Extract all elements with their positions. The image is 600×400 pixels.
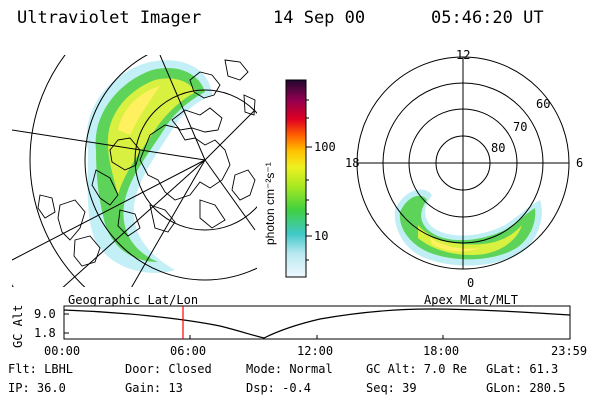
altitude-plot bbox=[63, 305, 571, 340]
info-gain: Gain: 13 bbox=[125, 381, 183, 395]
colorbar-unit-label: photon cm⁻²s⁻¹ bbox=[263, 162, 277, 245]
polar-aurora-peak bbox=[430, 238, 480, 252]
altitude-xtick-1200: 12:00 bbox=[297, 344, 334, 358]
altitude-ytick-1: 1.8 bbox=[34, 326, 56, 340]
altitude-curve bbox=[63, 308, 571, 339]
colorbar-ticks bbox=[306, 99, 312, 261]
altitude-ylabel: GC Alt bbox=[11, 304, 25, 348]
polar-plot bbox=[356, 56, 570, 270]
polar-panel-label: Apex MLat/MLT bbox=[424, 293, 518, 307]
altitude-ytick-9: 9.0 bbox=[34, 307, 56, 321]
info-glat: GLat: 61.3 bbox=[486, 362, 559, 376]
altitude-yticks bbox=[64, 313, 69, 334]
info-dsp: Dsp: -0.4 bbox=[246, 381, 312, 395]
geo-graticule bbox=[12, 55, 257, 287]
colorbar-tick-10: 10 bbox=[314, 229, 329, 243]
geo-panel-label: Geographic Lat/Lon bbox=[68, 293, 199, 307]
info-door: Door: Closed bbox=[125, 362, 212, 376]
mlt-label-6: 6 bbox=[576, 156, 584, 170]
altitude-xtick-2359: 23:59 bbox=[551, 344, 588, 358]
polar-grid bbox=[356, 56, 570, 270]
date-label: 14 Sep 00 bbox=[273, 8, 366, 28]
info-ip: IP: 36.0 bbox=[8, 381, 66, 395]
instrument-title: Ultraviolet Imager bbox=[17, 8, 202, 28]
info-glon: GLon: 280.5 bbox=[486, 381, 566, 395]
lat-label-60: 60 bbox=[536, 97, 551, 111]
altitude-xtick-1800: 18:00 bbox=[423, 344, 460, 358]
mlt-label-12: 12 bbox=[456, 48, 471, 62]
lat-label-70: 70 bbox=[513, 120, 528, 134]
info-gc-alt: GC Alt: 7.0 Re bbox=[366, 362, 468, 376]
colorbar-tick-100: 100 bbox=[314, 140, 336, 154]
time-label: 05:46:20 UT bbox=[431, 8, 544, 28]
info-flt: Flt: LBHL bbox=[8, 362, 74, 376]
altitude-xtick-0600: 06:00 bbox=[170, 344, 207, 358]
aurora-peak bbox=[118, 86, 160, 135]
lat-label-80: 80 bbox=[491, 141, 506, 155]
colorbar bbox=[285, 79, 307, 278]
mlt-label-18: 18 bbox=[345, 156, 360, 170]
geographic-map bbox=[12, 55, 257, 287]
altitude-xtick-0000: 00:00 bbox=[44, 344, 81, 358]
info-seq: Seq: 39 bbox=[366, 381, 417, 395]
altitude-xticks bbox=[189, 335, 444, 339]
coastlines bbox=[37, 59, 256, 267]
mlt-label-0: 0 bbox=[467, 276, 475, 290]
info-mode: Mode: Normal bbox=[246, 362, 333, 376]
